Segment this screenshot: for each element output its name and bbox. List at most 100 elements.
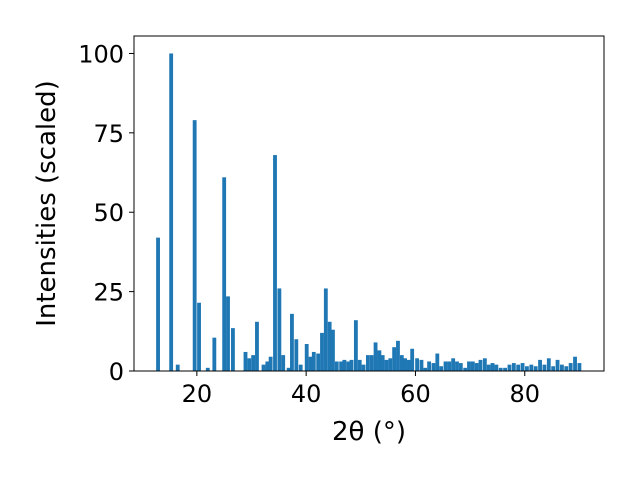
bar: [261, 364, 266, 371]
bar: [175, 364, 180, 371]
bar: [555, 359, 560, 371]
bar: [482, 358, 487, 371]
bar: [392, 347, 397, 371]
bar: [507, 364, 512, 371]
bar: [474, 363, 479, 371]
bar: [308, 356, 313, 371]
bar: [327, 321, 332, 371]
bar: [542, 364, 547, 371]
bar: [451, 358, 456, 371]
bar: [516, 364, 521, 371]
bar: [286, 367, 291, 371]
bar: [316, 353, 321, 371]
bar: [353, 320, 358, 371]
bar: [226, 296, 230, 371]
bar: [533, 366, 538, 371]
bar: [290, 313, 294, 371]
bar: [349, 359, 354, 371]
bar: [435, 353, 440, 371]
y-tick-label: 75: [93, 120, 124, 148]
bar: [490, 363, 495, 371]
bar: [205, 367, 210, 371]
bar: [251, 355, 256, 371]
bar: [369, 355, 374, 371]
x-tick-label: 80: [509, 380, 540, 408]
bar: [520, 363, 525, 371]
bars-group: [156, 53, 582, 372]
bar: [431, 363, 436, 371]
bar: [277, 288, 282, 371]
bar: [568, 363, 573, 371]
bar: [478, 359, 483, 371]
bar: [273, 155, 277, 371]
bar: [384, 359, 389, 371]
bar: [503, 367, 507, 371]
bar: [377, 350, 382, 371]
bar: [447, 361, 452, 371]
bar: [538, 359, 542, 371]
x-tick-label: 20: [182, 380, 213, 408]
bar: [346, 361, 351, 371]
bar: [268, 356, 273, 371]
bar: [415, 358, 420, 371]
bar: [243, 351, 248, 371]
bar: [388, 358, 393, 371]
bar: [311, 351, 316, 371]
bar: [380, 355, 385, 371]
bar: [304, 344, 309, 371]
bar: [564, 366, 569, 371]
bar: [439, 366, 444, 371]
bar: [192, 120, 197, 372]
x-axis-label: 2θ (°): [332, 417, 406, 447]
bar: [365, 355, 370, 371]
bar: [546, 358, 551, 371]
bar: [419, 359, 424, 371]
bar: [399, 355, 404, 371]
bar: [156, 237, 160, 371]
bar: [470, 361, 475, 371]
bar: [255, 321, 259, 371]
bar: [396, 340, 400, 371]
bar: [357, 359, 362, 371]
bar: [525, 366, 529, 371]
bar: [331, 329, 335, 371]
bar: [443, 361, 448, 371]
bar: [494, 364, 499, 371]
bar: [294, 339, 299, 371]
plot-frame: [133, 35, 605, 372]
bar: [551, 366, 556, 371]
y-axis-ticks: 0 25 50 75 100: [78, 40, 134, 386]
bar: [511, 363, 516, 371]
bar: [423, 367, 428, 371]
bar: [320, 332, 324, 371]
bar: [455, 361, 459, 371]
bar: [197, 302, 201, 371]
bar: [458, 363, 463, 371]
bar: [427, 361, 432, 371]
bar: [573, 356, 577, 371]
bar: [529, 364, 534, 371]
bar: [323, 288, 328, 371]
bar: [577, 363, 582, 371]
bar: [361, 364, 366, 371]
y-tick-label: 0: [109, 358, 124, 386]
bar: [486, 364, 491, 371]
bar: [247, 358, 252, 371]
bar: [560, 364, 564, 371]
bar: [265, 361, 270, 371]
bar: [169, 53, 174, 372]
bar: [222, 177, 227, 371]
bar: [463, 367, 468, 371]
bar: [410, 348, 415, 371]
bar: [406, 359, 411, 371]
bar: [498, 367, 503, 371]
bar: [373, 342, 378, 371]
x-tick-label: 60: [400, 380, 431, 408]
bar: [342, 359, 347, 371]
x-tick-label: 40: [291, 380, 322, 408]
bar: [212, 337, 217, 371]
bar: [298, 364, 303, 371]
bar: [334, 361, 339, 371]
y-tick-label: 50: [93, 199, 124, 227]
bar: [339, 361, 344, 371]
